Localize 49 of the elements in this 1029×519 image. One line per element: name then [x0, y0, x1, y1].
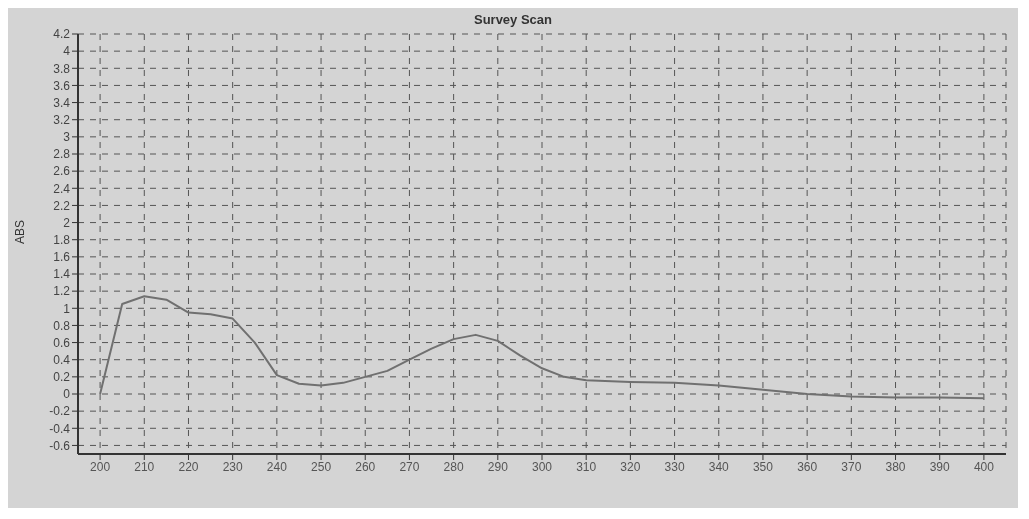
- x-tick-label: 250: [311, 459, 332, 474]
- y-tick-label: 2.2: [53, 198, 71, 213]
- y-tick-label: 3.6: [53, 78, 71, 93]
- y-tick-label: 3: [63, 130, 71, 145]
- y-tick-label: -0.4: [49, 421, 71, 436]
- x-tick-label: 310: [576, 459, 597, 474]
- y-tick-label: 0.4: [53, 352, 71, 367]
- y-tick-label: 0.6: [53, 335, 71, 350]
- y-tick-label: 2.6: [53, 164, 71, 179]
- y-tick-label: 4.2: [53, 27, 71, 42]
- x-tick-label: 230: [222, 459, 243, 474]
- x-tick-label: 350: [752, 459, 774, 474]
- x-tick-label: 240: [266, 459, 288, 474]
- y-tick-label: 1.6: [53, 250, 71, 265]
- x-tick-label: 390: [929, 459, 951, 474]
- y-tick-label: 0.2: [53, 370, 71, 385]
- y-tick-label: 0: [63, 387, 71, 402]
- y-tick-label: 4: [63, 44, 71, 59]
- x-tick-label: 270: [399, 459, 420, 474]
- x-tick-label: 200: [90, 459, 111, 474]
- x-tick-label: 380: [885, 459, 906, 474]
- y-tick-label: 0.8: [53, 318, 71, 333]
- y-tick-label: 1.4: [53, 267, 71, 282]
- x-tick-label: 370: [841, 459, 862, 474]
- x-tick-label: 340: [708, 459, 730, 474]
- chart-title: Survey Scan: [472, 12, 553, 27]
- y-tick-label: 3.2: [53, 112, 71, 127]
- y-tick-label: 2.4: [53, 181, 71, 196]
- x-tick-label: 360: [797, 459, 818, 474]
- y-tick-label: -0.2: [49, 404, 71, 419]
- y-tick-label: 3.4: [53, 95, 71, 110]
- y-tick-label: 1: [63, 301, 71, 316]
- y-tick-label: 2.8: [53, 147, 71, 162]
- x-tick-label: 220: [178, 459, 199, 474]
- x-tick-label: 400: [973, 459, 995, 474]
- x-tick-label: 280: [443, 459, 464, 474]
- x-tick-label: 290: [487, 459, 509, 474]
- y-tick-label: 2: [63, 215, 71, 230]
- y-tick-label: 1.2: [53, 284, 71, 299]
- y-tick-label: 1.8: [53, 232, 71, 247]
- y-axis-title: ABS: [13, 219, 28, 244]
- y-tick-label: 3.8: [53, 61, 71, 76]
- y-tick-label: -0.6: [49, 438, 71, 453]
- x-tick-label: 300: [531, 459, 553, 474]
- x-tick-label: 210: [134, 459, 155, 474]
- x-tick-label: 330: [664, 459, 685, 474]
- x-tick-label: 260: [355, 459, 376, 474]
- x-tick-label: 320: [620, 459, 641, 474]
- line-series: [99, 295, 985, 400]
